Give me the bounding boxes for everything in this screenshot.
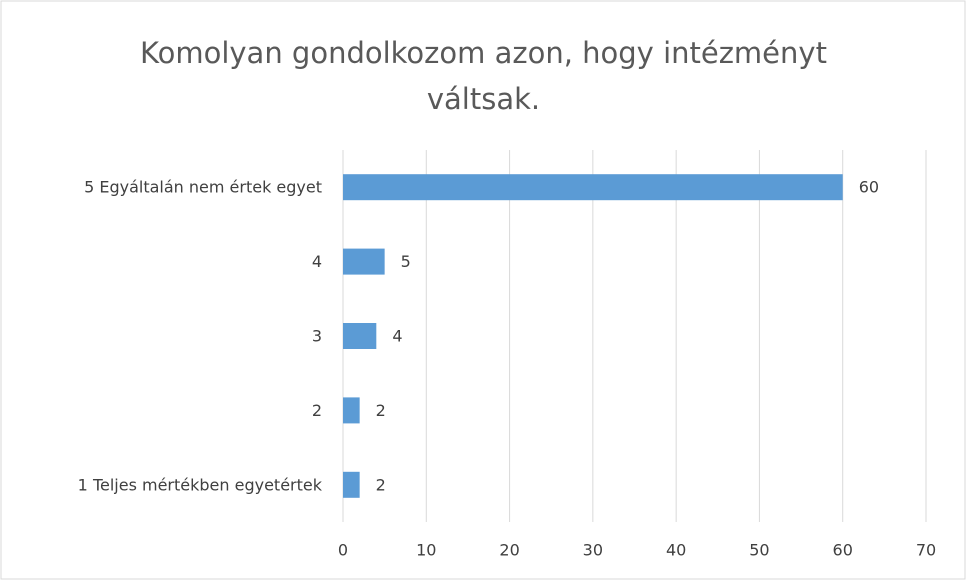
bar [343,248,385,275]
data-label: 60 [859,178,879,197]
y-tick-label: 4 [312,252,322,271]
x-tick-label: 30 [583,541,603,560]
x-tick-label: 50 [749,541,769,560]
y-tick-label: 5 Egyáltalán nem értek egyet [84,178,322,197]
bar [343,397,360,424]
y-tick-label: 1 Teljes mértékben egyetértek [78,475,323,494]
x-tick-label: 70 [916,541,936,560]
x-tick-label: 60 [833,541,853,560]
data-label: 2 [376,401,386,420]
x-tick-label: 20 [499,541,519,560]
bar [343,471,360,498]
bar [343,323,377,349]
bar [343,174,843,201]
data-label: 5 [401,252,411,271]
chart-title: Komolyan gondolkozom azon, hogy intézmén… [140,36,827,116]
data-label: 2 [376,475,386,494]
y-tick-label: 3 [312,327,322,346]
data-label: 4 [392,327,402,346]
x-tick-label: 0 [338,541,348,560]
x-tick-label: 10 [416,541,436,560]
x-tick-label: 40 [666,541,686,560]
y-tick-label: 2 [312,401,322,420]
